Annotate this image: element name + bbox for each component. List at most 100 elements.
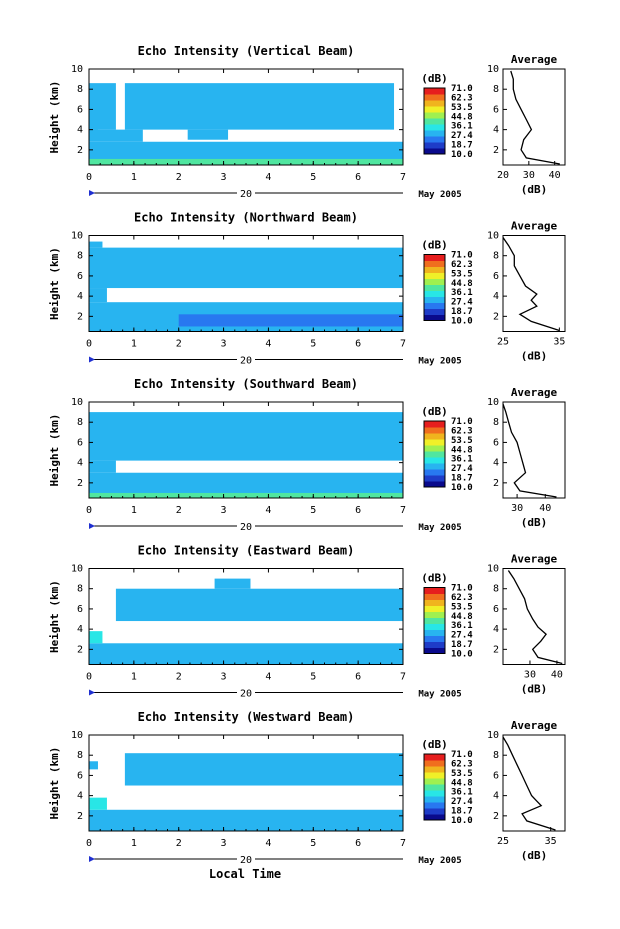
average-y-tick-label: 6: [493, 604, 499, 615]
average-y-tick-label: 8: [493, 251, 499, 262]
x-tick-label: 1: [131, 838, 137, 849]
echo-band: [89, 129, 143, 142]
average-profile-line: [502, 403, 557, 498]
echo-band: [89, 288, 107, 303]
colorbar-swatch: [424, 635, 445, 642]
average-y-tick-label: 4: [493, 458, 499, 469]
average-title: Average: [511, 553, 558, 566]
average-x-tick-label: 25: [497, 337, 509, 348]
y-tick-label: 10: [71, 397, 83, 408]
echo-band: [115, 588, 403, 622]
average-y-tick-label: 4: [493, 624, 499, 635]
panel-1: Echo Intensity (Vertical Beam) 0 1 2 3 4 5 6 7 2 4…: [48, 44, 566, 200]
echo-layers: [89, 578, 403, 665]
echo-band: [89, 761, 98, 770]
average-x-label: (dB): [521, 516, 548, 529]
colorbar-swatch: [424, 593, 445, 600]
colorbar-swatch: [424, 118, 445, 125]
average-y-tick-label: 2: [493, 311, 499, 322]
day-label-bg: [237, 187, 255, 199]
average-x-label: (dB): [521, 849, 548, 862]
y-tick-label: 6: [77, 770, 83, 781]
x-tick-label: 0: [86, 505, 92, 516]
colorbar-swatch: [424, 617, 445, 624]
y-tick-label: 6: [77, 104, 83, 115]
average-y-tick-label: 6: [493, 770, 499, 781]
colorbar-frame: [423, 254, 446, 321]
average-y-tick-label: 10: [487, 397, 499, 408]
echo-band: [124, 753, 403, 786]
x-tick-label: 6: [355, 505, 361, 516]
x-tick-label: 2: [176, 505, 182, 516]
echo-band: [187, 129, 229, 140]
colorbar-tick-label: 44.8: [451, 612, 473, 622]
colorbar-unit: (dB): [421, 405, 448, 418]
echo-band: [214, 578, 251, 589]
colorbar-swatch: [424, 772, 445, 779]
colorbar-tick-label: 44.8: [451, 112, 473, 122]
y-tick-label: 2: [77, 478, 83, 489]
colorbar-swatch: [424, 790, 445, 797]
y-tick-label: 6: [77, 271, 83, 282]
average-y-tick-label: 6: [493, 437, 499, 448]
x-tick-label: 4: [265, 172, 271, 183]
y-axis-title: Height (km): [48, 580, 61, 653]
day-label-bg: [237, 353, 255, 366]
x-tick-label: 3: [221, 672, 227, 683]
average-profile-line: [507, 570, 563, 665]
average-x-tick-label: 30: [524, 670, 536, 681]
colorbar-tick-label: 18.7: [451, 307, 473, 317]
echo-layers: [89, 241, 403, 332]
colorbar-swatch: [424, 754, 445, 761]
colorbar-swatch: [424, 433, 445, 440]
colorbar-tick-label: 62.3: [451, 593, 473, 603]
y-tick-label: 2: [77, 311, 83, 322]
average-y-tick-label: 2: [493, 478, 499, 489]
day-marker-icon: [89, 356, 95, 363]
echo-layers: [89, 753, 403, 831]
colorbar-swatch: [424, 766, 445, 773]
echo-band: [89, 158, 403, 165]
day-label: 20: [240, 522, 252, 533]
y-tick-label: 8: [77, 84, 83, 95]
colorbar-tick-label: 71.0: [451, 417, 473, 427]
colorbar-swatch: [424, 142, 445, 149]
colorbar-frame: [423, 87, 446, 155]
x-tick-label: 3: [221, 172, 227, 183]
colorbar-swatch: [424, 778, 445, 785]
colorbar-swatch: [424, 148, 445, 155]
x-tick-label: 2: [176, 838, 182, 849]
x-tick-label: 2: [176, 339, 182, 350]
colorbar-tick-label: 53.5: [451, 436, 473, 446]
average-x-tick-label: 40: [549, 170, 561, 181]
y-tick-label: 8: [77, 417, 83, 428]
x-tick-label: 6: [355, 339, 361, 350]
panel-3: Echo Intensity (Southward Beam) 0 1 2 3 4 5 6 7 2…: [48, 377, 566, 533]
colorbar-tick-label: 27.4: [451, 131, 473, 141]
average-x-tick-label: 40: [539, 503, 551, 514]
y-tick-label: 10: [71, 231, 83, 242]
x-tick-label: 2: [176, 172, 182, 183]
x-tick-label: 5: [310, 339, 316, 350]
colorbar-swatch: [424, 802, 445, 809]
colorbar-tick-label: 27.4: [451, 797, 473, 807]
colorbar-unit: (dB): [421, 239, 448, 252]
y-tick-label: 4: [77, 458, 83, 469]
average-profile-line: [502, 237, 560, 332]
x-tick-label: 3: [221, 505, 227, 516]
x-tick-label: 7: [400, 672, 406, 683]
colorbar-tick-label: 18.7: [451, 474, 473, 484]
y-tick-label: 8: [77, 750, 83, 761]
colorbar-tick-label: 18.7: [451, 640, 473, 650]
y-tick-label: 8: [77, 251, 83, 262]
panel-title: Echo Intensity (Northward Beam): [134, 211, 358, 225]
x-tick-label: 5: [310, 838, 316, 849]
colorbar-tick-label: 62.3: [451, 93, 473, 103]
y-axis-title: Height (km): [48, 247, 61, 320]
colorbar-tick-label: 27.4: [451, 298, 473, 308]
panel-title: Echo Intensity (Eastward Beam): [138, 544, 355, 558]
colorbar-tick-label: 36.1: [451, 788, 473, 798]
colorbar-swatch: [424, 290, 445, 297]
date-label: May 2005: [418, 690, 461, 700]
colorbar-tick-label: 18.7: [451, 141, 473, 151]
